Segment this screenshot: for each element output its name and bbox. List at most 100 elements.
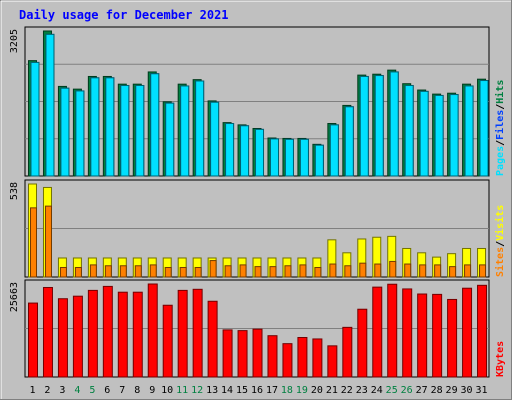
bar-sites-day-31 [479, 264, 487, 278]
x-tick-day-20: 20 [311, 385, 323, 396]
chart-panels: 3205Pages/Files/Hits538Sites/Visits25663… [9, 26, 506, 378]
bar-pages-day-1 [30, 61, 40, 177]
x-tick-day-29: 29 [446, 385, 458, 396]
panel-middle: 538 Sites/Visits [9, 179, 506, 278]
bar-kbytes-day-7 [117, 291, 128, 378]
bar-kbytes-day-3 [57, 298, 68, 378]
bar-kbytes-day-11 [177, 289, 188, 378]
bar-pages-day-2 [45, 33, 55, 177]
x-tick-day-25: 25 [386, 385, 398, 396]
x-tick-day-15: 15 [236, 385, 248, 396]
x-tick-day-26: 26 [401, 385, 413, 396]
bar-pages-day-19 [299, 138, 309, 177]
bar-sites-day-14 [224, 265, 232, 278]
x-tick-day-12: 12 [191, 385, 203, 396]
bar-sites-day-25 [389, 260, 397, 278]
x-tick-day-5: 5 [89, 385, 95, 396]
x-tick-day-8: 8 [134, 385, 140, 396]
bar-kbytes-day-20 [312, 338, 323, 378]
legend-middle: Sites/Visits [494, 205, 506, 277]
bar-kbytes-day-21 [327, 345, 338, 378]
bar-sites-day-9 [149, 264, 157, 278]
bar-pages-day-5 [90, 77, 100, 177]
y-max-label: 3205 [9, 29, 20, 53]
bar-sites-day-1 [30, 207, 37, 278]
bar-kbytes-day-31 [477, 284, 488, 378]
bar-kbytes-day-14 [222, 329, 233, 378]
panel-top: 3205 Pages/Files/Hits [9, 26, 506, 177]
bar-sites-day-13 [209, 260, 217, 278]
bar-sites-day-20 [314, 266, 322, 278]
bar-sites-day-17 [269, 266, 277, 278]
x-tick-day-16: 16 [251, 385, 263, 396]
x-tick-day-10: 10 [161, 385, 173, 396]
bar-kbytes-day-23 [357, 308, 368, 378]
bar-pages-day-28 [434, 94, 444, 177]
bar-kbytes-day-22 [342, 326, 353, 378]
legend-top: Pages/Files/Hits [494, 80, 506, 176]
bar-kbytes-day-6 [102, 285, 113, 378]
bar-pages-day-10 [165, 102, 175, 177]
chart-title: Daily usage for December 2021 [19, 8, 229, 22]
x-tick-day-2: 2 [44, 385, 50, 396]
x-tick-day-9: 9 [149, 385, 155, 396]
x-tick-day-23: 23 [356, 385, 368, 396]
bar-kbytes-day-12 [192, 288, 203, 378]
x-tick-day-6: 6 [104, 385, 110, 396]
legend-bottom: KBytes [495, 341, 506, 377]
bar-pages-day-24 [374, 75, 384, 177]
bar-pages-day-30 [464, 85, 474, 177]
bar-pages-day-8 [135, 85, 145, 177]
bar-sites-day-5 [89, 264, 97, 278]
bar-pages-day-23 [359, 75, 369, 177]
bar-pages-day-26 [404, 85, 414, 177]
x-tick-day-31: 31 [475, 385, 487, 396]
x-tick-day-21: 21 [326, 385, 338, 396]
bar-pages-day-21 [329, 124, 339, 177]
x-tick-day-17: 17 [266, 385, 278, 396]
bar-sites-day-28 [434, 264, 442, 278]
bar-kbytes-day-13 [207, 300, 218, 378]
bar-kbytes-day-19 [297, 336, 308, 378]
bar-sites-day-19 [299, 264, 307, 278]
legend-entry: / [495, 241, 506, 247]
x-tick-day-11: 11 [176, 385, 188, 396]
x-tick-day-27: 27 [416, 385, 428, 396]
bar-pages-day-4 [75, 90, 85, 177]
bar-kbytes-day-30 [462, 287, 473, 378]
bar-sites-day-7 [119, 265, 127, 278]
bar-sites-day-10 [164, 266, 172, 278]
bar-pages-day-31 [479, 80, 489, 177]
bar-kbytes-day-28 [432, 293, 443, 378]
bar-sites-day-15 [239, 264, 247, 278]
bar-sites-day-23 [359, 262, 367, 278]
bar-pages-day-11 [180, 85, 190, 177]
x-tick-day-4: 4 [74, 385, 80, 396]
x-tick-day-24: 24 [371, 385, 383, 396]
bar-pages-day-3 [60, 87, 70, 177]
bar-sites-day-18 [284, 265, 292, 278]
bar-sites-day-6 [104, 265, 112, 278]
legend-entry: Pages [495, 146, 506, 176]
legend-entry: Visits [494, 205, 506, 241]
x-tick-day-30: 30 [461, 385, 473, 396]
bar-kbytes-day-9 [147, 283, 158, 378]
x-tick-day-7: 7 [119, 385, 125, 396]
bar-pages-day-15 [240, 125, 250, 177]
bar-pages-day-25 [389, 71, 399, 177]
bar-sites-day-2 [44, 205, 52, 278]
bar-pages-day-20 [314, 144, 324, 177]
bar-kbytes-day-2 [42, 286, 53, 378]
x-tick-day-22: 22 [341, 385, 353, 396]
bar-kbytes-day-16 [252, 328, 263, 378]
bar-pages-day-14 [225, 123, 235, 177]
x-tick-day-18: 18 [281, 385, 293, 396]
bar-kbytes-day-1 [28, 302, 38, 378]
bar-sites-day-3 [59, 266, 67, 278]
bar-pages-day-27 [419, 90, 429, 177]
x-tick-day-1: 1 [29, 385, 35, 396]
bar-kbytes-day-17 [267, 335, 278, 378]
bar-pages-day-12 [195, 80, 205, 177]
bar-kbytes-day-10 [162, 304, 173, 378]
